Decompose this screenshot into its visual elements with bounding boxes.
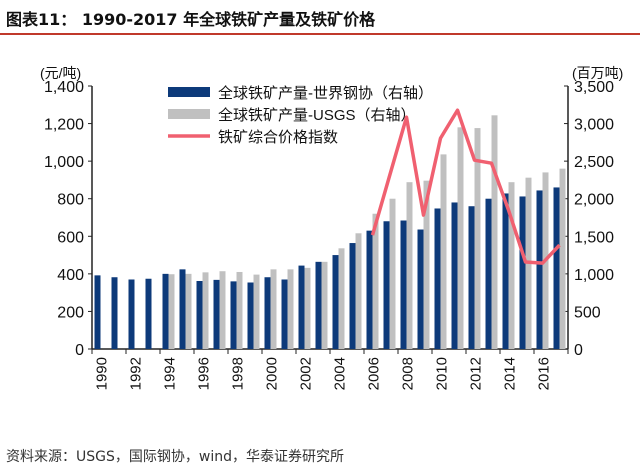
bar-worldsteel bbox=[162, 273, 169, 349]
x-tick-label: 2016 bbox=[536, 357, 553, 390]
bar-worldsteel bbox=[264, 277, 271, 349]
x-tick-label: 2004 bbox=[332, 357, 349, 390]
bar-usgs bbox=[219, 271, 226, 349]
bar-worldsteel bbox=[553, 187, 560, 349]
bar-worldsteel bbox=[366, 230, 373, 349]
bar-usgs bbox=[389, 198, 396, 349]
right-tick-label: 500 bbox=[574, 304, 601, 321]
bar-usgs bbox=[491, 115, 498, 349]
bar-usgs bbox=[559, 168, 566, 349]
bar-usgs bbox=[168, 274, 175, 349]
left-tick-label: 1,200 bbox=[44, 117, 84, 134]
left-tick-label: 200 bbox=[57, 304, 84, 321]
bar-usgs bbox=[253, 274, 260, 349]
bar-worldsteel bbox=[128, 279, 135, 349]
bar-usgs bbox=[406, 182, 413, 349]
bar-worldsteel bbox=[400, 220, 407, 349]
bar-worldsteel bbox=[196, 280, 203, 349]
legend-label: 全球铁矿产量-USGS（右轴） bbox=[218, 106, 416, 124]
right-tick-label: 0 bbox=[574, 342, 583, 359]
right-tick-label: 3,000 bbox=[574, 117, 614, 134]
x-tick-label: 2008 bbox=[400, 357, 417, 390]
bar-worldsteel bbox=[417, 229, 424, 349]
bar-worldsteel bbox=[451, 202, 458, 349]
bar-worldsteel bbox=[94, 275, 101, 349]
line-price-index bbox=[370, 108, 561, 265]
bar-worldsteel bbox=[145, 278, 152, 349]
bar-worldsteel bbox=[230, 281, 237, 349]
bar-worldsteel bbox=[332, 255, 339, 349]
bar-worldsteel bbox=[349, 243, 356, 349]
bar-worldsteel bbox=[502, 193, 509, 349]
bar-worldsteel bbox=[434, 208, 441, 349]
bar-usgs bbox=[474, 128, 481, 349]
right-tick-label: 2,500 bbox=[574, 154, 614, 171]
bar-usgs bbox=[423, 180, 430, 349]
bar-usgs bbox=[355, 233, 362, 349]
right-tick-label: 3,500 bbox=[574, 79, 614, 96]
legend-swatch bbox=[168, 109, 210, 119]
x-tick-label: 2006 bbox=[366, 357, 383, 390]
x-tick-label: 1992 bbox=[128, 357, 145, 390]
left-tick-label: 1,000 bbox=[44, 154, 84, 171]
bar-worldsteel bbox=[519, 196, 526, 349]
left-tick-label: 400 bbox=[57, 267, 84, 284]
x-tick-label: 1990 bbox=[94, 357, 111, 390]
legend-label: 铁矿综合价格指数 bbox=[218, 129, 338, 146]
bar-worldsteel bbox=[213, 279, 220, 349]
bar-usgs bbox=[202, 272, 209, 349]
bar-usgs bbox=[304, 267, 311, 349]
bar-usgs bbox=[287, 269, 294, 349]
bar-usgs bbox=[338, 248, 345, 349]
bar-worldsteel bbox=[383, 221, 390, 349]
bar-worldsteel bbox=[485, 198, 492, 349]
bar-usgs bbox=[508, 182, 515, 349]
bar-usgs bbox=[440, 154, 447, 349]
left-tick-label: 800 bbox=[57, 192, 84, 209]
chart-title: 图表11： 1990-2017 年全球铁矿产量及铁矿价格 bbox=[6, 10, 376, 29]
legend-swatch bbox=[168, 87, 210, 97]
x-tick-label: 2002 bbox=[298, 357, 315, 390]
title-divider bbox=[0, 33, 640, 35]
x-tick-label: 2014 bbox=[502, 357, 519, 390]
bar-usgs bbox=[270, 269, 277, 349]
bar-usgs bbox=[185, 273, 192, 349]
bar-worldsteel bbox=[111, 277, 118, 349]
bar-usgs bbox=[457, 127, 464, 349]
left-axis-label: (元/吨) bbox=[40, 65, 81, 81]
bar-worldsteel bbox=[536, 190, 543, 349]
right-tick-label: 1,000 bbox=[574, 267, 614, 284]
chart-source: 资料来源：USGS，国际钢协，wind，华泰证券研究所 bbox=[6, 449, 344, 465]
bar-worldsteel bbox=[179, 269, 186, 349]
bar-usgs bbox=[236, 271, 243, 349]
right-tick-label: 1,500 bbox=[574, 229, 614, 246]
x-tick-label: 2010 bbox=[434, 357, 451, 390]
legend-label: 全球铁矿产量-世界钢协（右轴） bbox=[218, 84, 433, 102]
bar-worldsteel bbox=[468, 206, 475, 349]
bar-worldsteel bbox=[281, 279, 288, 349]
left-tick-label: 0 bbox=[75, 342, 84, 359]
bar-usgs bbox=[321, 261, 328, 349]
bar-worldsteel bbox=[247, 282, 254, 349]
x-tick-label: 1994 bbox=[162, 357, 179, 390]
left-tick-label: 1,400 bbox=[44, 79, 84, 96]
bar-usgs bbox=[372, 213, 379, 349]
bar-worldsteel bbox=[298, 265, 305, 349]
left-tick-label: 600 bbox=[57, 229, 84, 246]
right-tick-label: 2,000 bbox=[574, 192, 614, 209]
x-tick-label: 1996 bbox=[196, 357, 213, 390]
x-tick-label: 2012 bbox=[468, 357, 485, 390]
x-tick-label: 2000 bbox=[264, 357, 281, 390]
x-tick-label: 1998 bbox=[230, 357, 247, 390]
right-axis-label: (百万吨) bbox=[572, 65, 623, 81]
bar-worldsteel bbox=[315, 261, 322, 349]
